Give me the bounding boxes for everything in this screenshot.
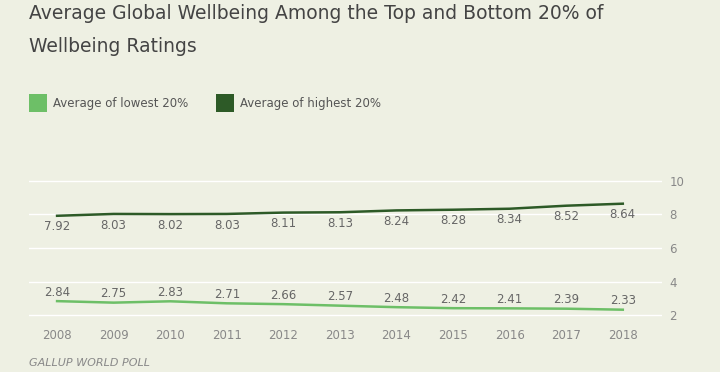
Text: 2.33: 2.33	[610, 294, 636, 307]
Text: 8.02: 8.02	[157, 219, 183, 232]
Text: 8.13: 8.13	[327, 217, 353, 230]
Text: 2.71: 2.71	[214, 288, 240, 301]
Text: 2.66: 2.66	[270, 289, 297, 302]
Text: 8.34: 8.34	[497, 214, 523, 227]
Text: Average Global Wellbeing Among the Top and Bottom 20% of: Average Global Wellbeing Among the Top a…	[29, 4, 603, 23]
Text: Wellbeing Ratings: Wellbeing Ratings	[29, 37, 197, 56]
Text: Average of highest 20%: Average of highest 20%	[240, 97, 381, 109]
Text: 8.11: 8.11	[270, 217, 297, 230]
Text: 8.03: 8.03	[214, 219, 240, 232]
Text: 8.24: 8.24	[384, 215, 410, 228]
Text: 2.75: 2.75	[101, 287, 127, 300]
Text: 7.92: 7.92	[44, 221, 71, 234]
Text: 2.84: 2.84	[44, 286, 70, 299]
Text: 8.03: 8.03	[101, 219, 127, 232]
Text: 8.52: 8.52	[553, 211, 579, 224]
Text: 2.57: 2.57	[327, 290, 353, 303]
Text: 8.64: 8.64	[610, 208, 636, 221]
Text: GALLUP WORLD POLL: GALLUP WORLD POLL	[29, 358, 150, 368]
Text: 8.28: 8.28	[440, 214, 466, 227]
Text: 2.83: 2.83	[157, 286, 183, 299]
Text: Average of lowest 20%: Average of lowest 20%	[53, 97, 188, 109]
Text: 2.42: 2.42	[440, 293, 467, 306]
Text: 2.41: 2.41	[497, 293, 523, 306]
Text: 2.48: 2.48	[384, 292, 410, 305]
Text: 2.39: 2.39	[553, 293, 580, 306]
